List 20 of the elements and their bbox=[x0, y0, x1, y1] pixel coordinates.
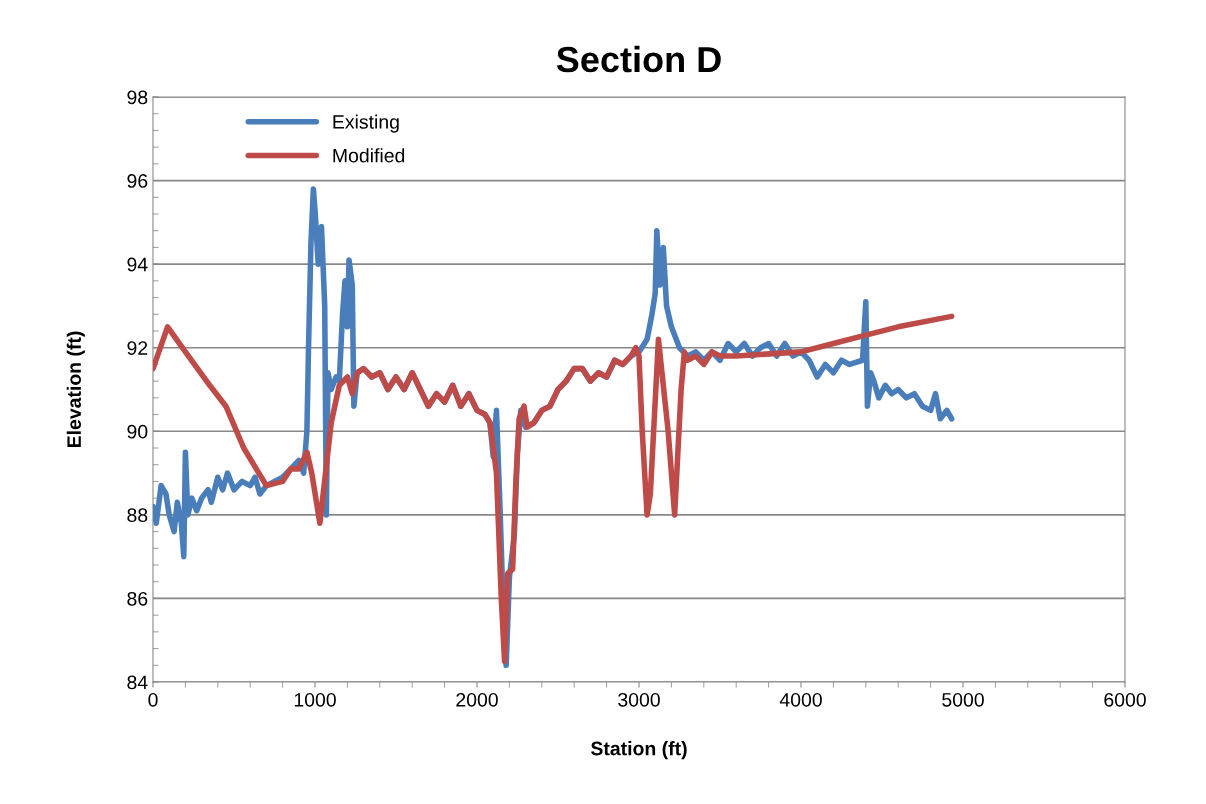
x-tick-label: 2000 bbox=[456, 692, 498, 707]
y-tick-label: 98 bbox=[127, 90, 148, 105]
legend-label: Existing bbox=[333, 114, 399, 133]
x-tick-label: 3000 bbox=[618, 692, 660, 707]
y-tick-label: 88 bbox=[127, 508, 148, 523]
x-tick-label: 1000 bbox=[294, 692, 336, 707]
legend-label: Modified bbox=[333, 148, 405, 163]
y-tick-label: 90 bbox=[127, 424, 148, 439]
y-tick-label: 94 bbox=[127, 257, 148, 272]
y-tick-label: 96 bbox=[127, 174, 148, 188]
x-tick-label: 0 bbox=[148, 692, 158, 707]
y-tick-label: 84 bbox=[127, 675, 148, 690]
y-axis-title: Elevation (ft) bbox=[66, 331, 85, 448]
y-tick-label: 92 bbox=[127, 341, 148, 355]
chart-title: Section D bbox=[556, 45, 721, 73]
x-tick-label: 4000 bbox=[779, 692, 822, 707]
x-axis-title: Station (ft) bbox=[590, 741, 687, 760]
x-tick-label: 5000 bbox=[942, 692, 984, 707]
y-tick-label: 86 bbox=[127, 591, 148, 606]
x-tick-label: 6000 bbox=[1104, 692, 1146, 707]
